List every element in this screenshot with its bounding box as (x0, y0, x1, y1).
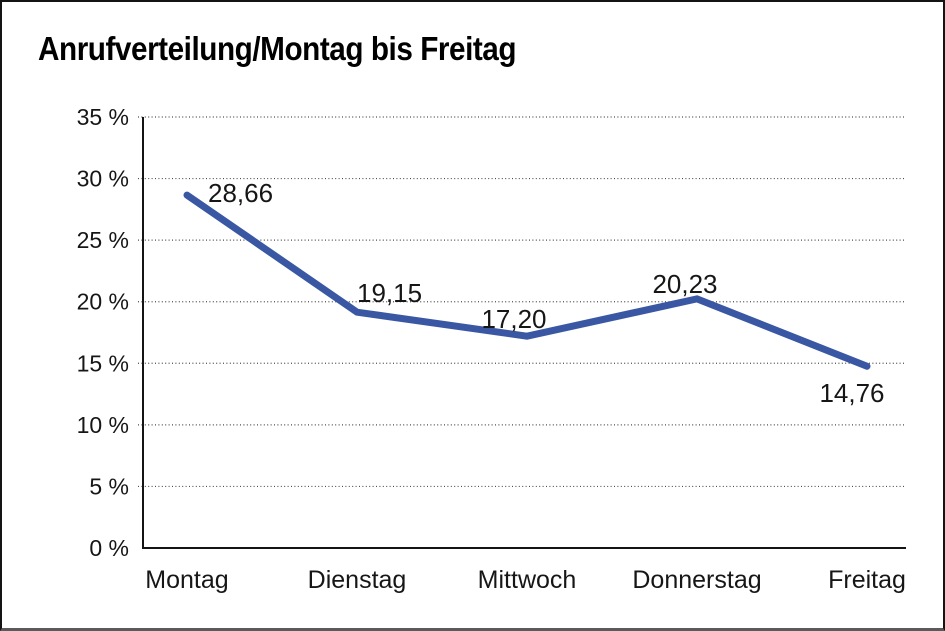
chart-title: Anrufverteilung/Montag bis Freitag (38, 30, 517, 67)
data-label: 17,20 (481, 304, 546, 334)
x-axis-label: Montag (145, 566, 228, 594)
data-label: 28,66 (208, 178, 273, 208)
y-tick-label: 15 % (77, 350, 129, 376)
y-tick-label: 25 % (77, 227, 129, 253)
x-axis-label: Mittwoch (478, 566, 577, 594)
x-axis-label: Donnerstag (632, 566, 761, 594)
y-tick-label: 5 % (89, 473, 129, 499)
data-label: 14,76 (819, 378, 884, 408)
data-line (183, 191, 871, 370)
y-tick-label: 35 % (77, 104, 129, 130)
y-tick-label: 30 % (77, 166, 129, 192)
x-axis-label: Dienstag (308, 566, 407, 594)
y-tick-label: 10 % (77, 412, 129, 438)
y-tick-label: 20 % (77, 289, 129, 315)
x-axis-label: Freitag (828, 566, 906, 594)
y-tick-label: 0 % (89, 535, 129, 561)
data-label: 20,23 (652, 269, 717, 299)
data-label: 19,15 (357, 278, 422, 308)
